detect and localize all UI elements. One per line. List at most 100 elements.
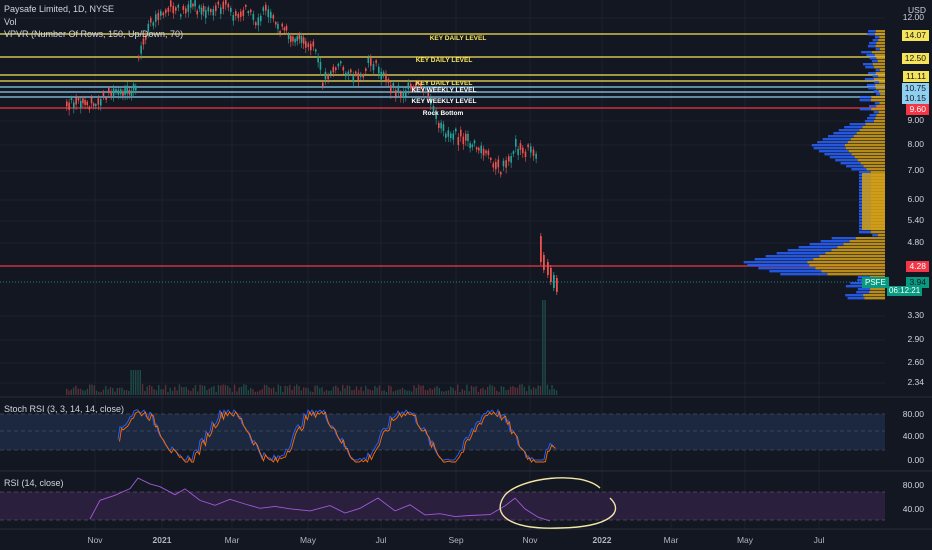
vpvr-bar-up [876,93,881,96]
vpvr-bar-down [815,267,885,270]
vpvr-bar-up [869,57,877,60]
candle-body [185,8,187,14]
candle-body [122,91,124,96]
vpvr-bar-up [868,72,876,75]
candle-body [390,85,392,94]
vpvr-bar-up [849,123,866,126]
vpvr-bar-down [874,54,885,57]
vpvr-bar-up [866,33,876,36]
candle-body [340,61,342,64]
vpvr-bar-down [879,69,885,72]
price-axis-label: 7.00 [907,165,924,175]
volume-bar [378,385,381,395]
candle-body [392,82,395,87]
rsi-label[interactable]: RSI (14, close) [4,478,64,488]
volume-bar [367,388,369,395]
candle-body [115,89,117,92]
candle-body [312,41,315,47]
volume-bar [546,384,549,395]
volume-bar [429,388,431,395]
vpvr-bar-up [860,96,872,99]
volume-bar [112,388,114,395]
vpvr-bar-down [879,48,885,51]
vpvr-bar-down [863,294,885,297]
volume-bar [466,384,468,395]
candle-body [355,71,357,74]
vpvr-bar-up [845,294,864,297]
volume-bar [514,387,516,395]
vpvr-bar-up [875,69,880,72]
price-tag: 10.75 [901,83,929,94]
candle-body [255,22,257,26]
volume-bar [314,385,316,395]
candle-body [235,11,237,16]
candle-body [130,90,133,96]
volume-bar [427,390,429,395]
volume-bar [445,390,447,395]
volume-bar [344,388,346,395]
candle-body [110,91,112,96]
vpvr-bar-down [879,102,885,105]
stoch-rsi-label[interactable]: Stoch RSI (3, 3, 14, 14, close) [4,404,125,414]
volume-bar [397,389,399,395]
stoch-d-line [119,410,556,464]
volume-bar [358,390,360,395]
candle-body [192,3,194,7]
volume-bar [539,385,542,395]
volume-bar [155,390,158,395]
volume-bar [148,384,151,395]
volume-bar [222,384,224,395]
volume-bar [532,387,535,395]
candle-body [478,147,480,151]
candle-body [438,123,440,128]
volume-bar [185,387,187,395]
vpvr-bar-down [875,30,885,33]
volume-bar [544,300,546,395]
vpvr-bar-down [827,273,885,276]
candle-body [145,34,147,40]
vpvr-bar-down [863,165,885,168]
volume-bar [473,387,475,395]
candle-body [252,13,255,20]
candle-body [257,17,260,26]
volume-bar [199,384,201,395]
candle-body [410,83,412,89]
vpvr-bar-up [829,156,855,159]
vpvr-indicator-label[interactable]: VPVR (Number Of Rows, 150, Up/Down, 70) [4,29,184,39]
stoch-axis-label: 0.00 [907,455,924,465]
volume-bar [240,386,243,395]
volume-bar [385,391,388,395]
vpvr-bar-down [862,126,885,129]
candle-body [455,128,457,132]
candle-body [202,6,205,12]
volume-bar [316,385,319,395]
vpvr-bar-down [813,258,885,261]
candle-body [370,58,372,66]
volume-bar [250,387,252,395]
candle-body [400,92,402,98]
volume-bar [369,389,371,395]
volume-bar [123,390,125,395]
volume-bar [114,391,116,395]
vpvr-bar-up [875,48,880,51]
volume-indicator-label[interactable]: Vol [4,17,17,27]
volume-bar [174,386,176,395]
candle-body [378,66,380,74]
volume-bar [153,389,155,395]
volume-bar [542,300,544,395]
volume-bar [500,386,503,395]
candle-body [77,97,80,101]
candle-body [90,97,93,104]
candle-body [473,140,476,144]
volume-bar [215,391,217,395]
volume-bar [291,389,293,395]
symbol-title[interactable]: Paysafe Limited, 1D, NYSE [4,4,115,14]
candle-body [485,150,487,154]
volume-bar [105,385,107,395]
vpvr-bar-down [875,117,885,120]
annotation-label: KEY DAILY LEVEL [415,80,473,87]
vpvr-bar-up [861,51,872,54]
candle-body [527,144,529,148]
volume-bar [252,389,254,395]
